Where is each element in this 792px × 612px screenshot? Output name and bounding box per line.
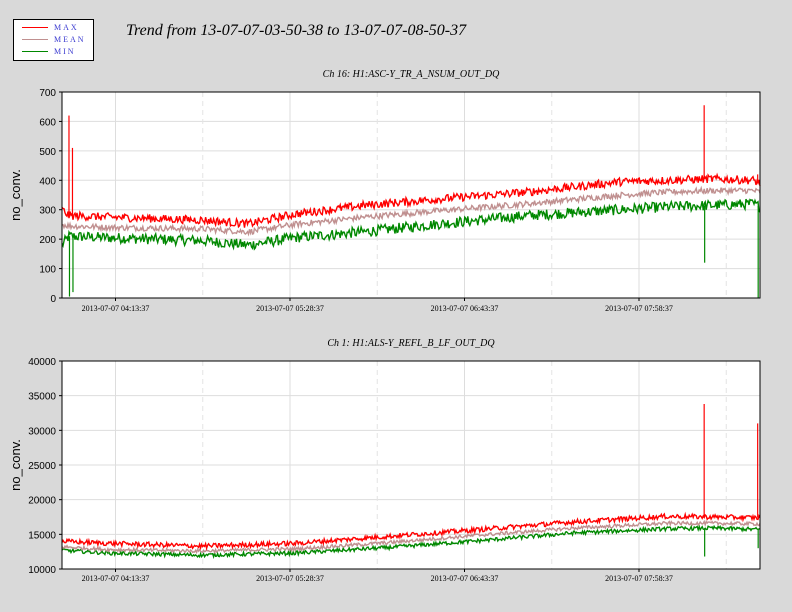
y-tick-label: 40000 xyxy=(28,357,56,368)
series-line-max xyxy=(61,172,761,229)
legend-item-min: MIN xyxy=(14,46,93,58)
series-line-min xyxy=(61,524,761,560)
legend-label-min: MIN xyxy=(54,47,76,56)
chart-title: Ch 1: H1:ALS-Y_REFL_B_LF_OUT_DQ xyxy=(327,338,495,349)
legend-line-mean xyxy=(22,39,48,40)
y-tick-label: 25000 xyxy=(28,461,56,472)
series-line-mean xyxy=(61,185,761,237)
chart-title: Ch 16: H1:ASC-Y_TR_A_NSUM_OUT_DQ xyxy=(323,69,500,80)
legend-item-mean: MEAN xyxy=(14,34,93,46)
y-tick-label: 20000 xyxy=(28,496,56,507)
y-tick-label: 0 xyxy=(50,294,56,305)
y-tick-label: 200 xyxy=(39,235,56,246)
y-tick-label: 300 xyxy=(39,206,56,217)
legend: MAX MEAN MIN xyxy=(13,19,94,61)
x-tick-label: 2013-07-07 07:58:37 xyxy=(605,304,673,313)
legend-label-mean: MEAN xyxy=(54,35,86,44)
x-tick-label: 2013-07-07 05:28:37 xyxy=(256,304,324,313)
y-tick-label: 35000 xyxy=(28,392,56,403)
y-tick-label: 15000 xyxy=(28,530,56,541)
y-tick-label: 500 xyxy=(39,147,56,158)
chart-1: 0 100 200 300 400 500 600 700 2013-07-07 04:13:3… xyxy=(8,69,761,313)
chart-2: 10000 15000 20000 25000 30000 35000 40000 2013-… xyxy=(8,338,761,583)
legend-item-max: MAX xyxy=(14,22,93,34)
legend-line-max xyxy=(22,27,48,28)
y-tick-label: 700 xyxy=(39,88,56,99)
plot-frame xyxy=(61,91,761,299)
x-tick-label: 2013-07-07 06:43:37 xyxy=(431,574,499,583)
x-tick-label: 2013-07-07 05:28:37 xyxy=(256,574,324,583)
legend-line-min xyxy=(22,51,48,52)
x-tick-label: 2013-07-07 07:58:37 xyxy=(605,574,673,583)
y-tick-label: 600 xyxy=(39,117,56,128)
x-tick-label: 2013-07-07 04:13:37 xyxy=(82,574,150,583)
y-tick-label: 400 xyxy=(39,176,56,187)
x-tick-label: 2013-07-07 06:43:37 xyxy=(431,304,499,313)
y-axis-label: no_conv. xyxy=(8,439,23,491)
y-tick-label: 10000 xyxy=(28,565,56,576)
y-tick-label: 30000 xyxy=(28,426,56,437)
y-tick-label: 100 xyxy=(39,265,56,276)
series-line-max xyxy=(61,511,761,551)
legend-label-max: MAX xyxy=(54,23,79,32)
y-axis-label: no_conv. xyxy=(8,169,23,221)
x-tick-label: 2013-07-07 04:13:37 xyxy=(82,304,150,313)
series-line-mean xyxy=(61,519,761,555)
plot-area xyxy=(62,92,760,298)
series-line-min xyxy=(61,198,761,251)
page-title: Trend from 13-07-07-03-50-38 to 13-07-07… xyxy=(126,22,467,39)
